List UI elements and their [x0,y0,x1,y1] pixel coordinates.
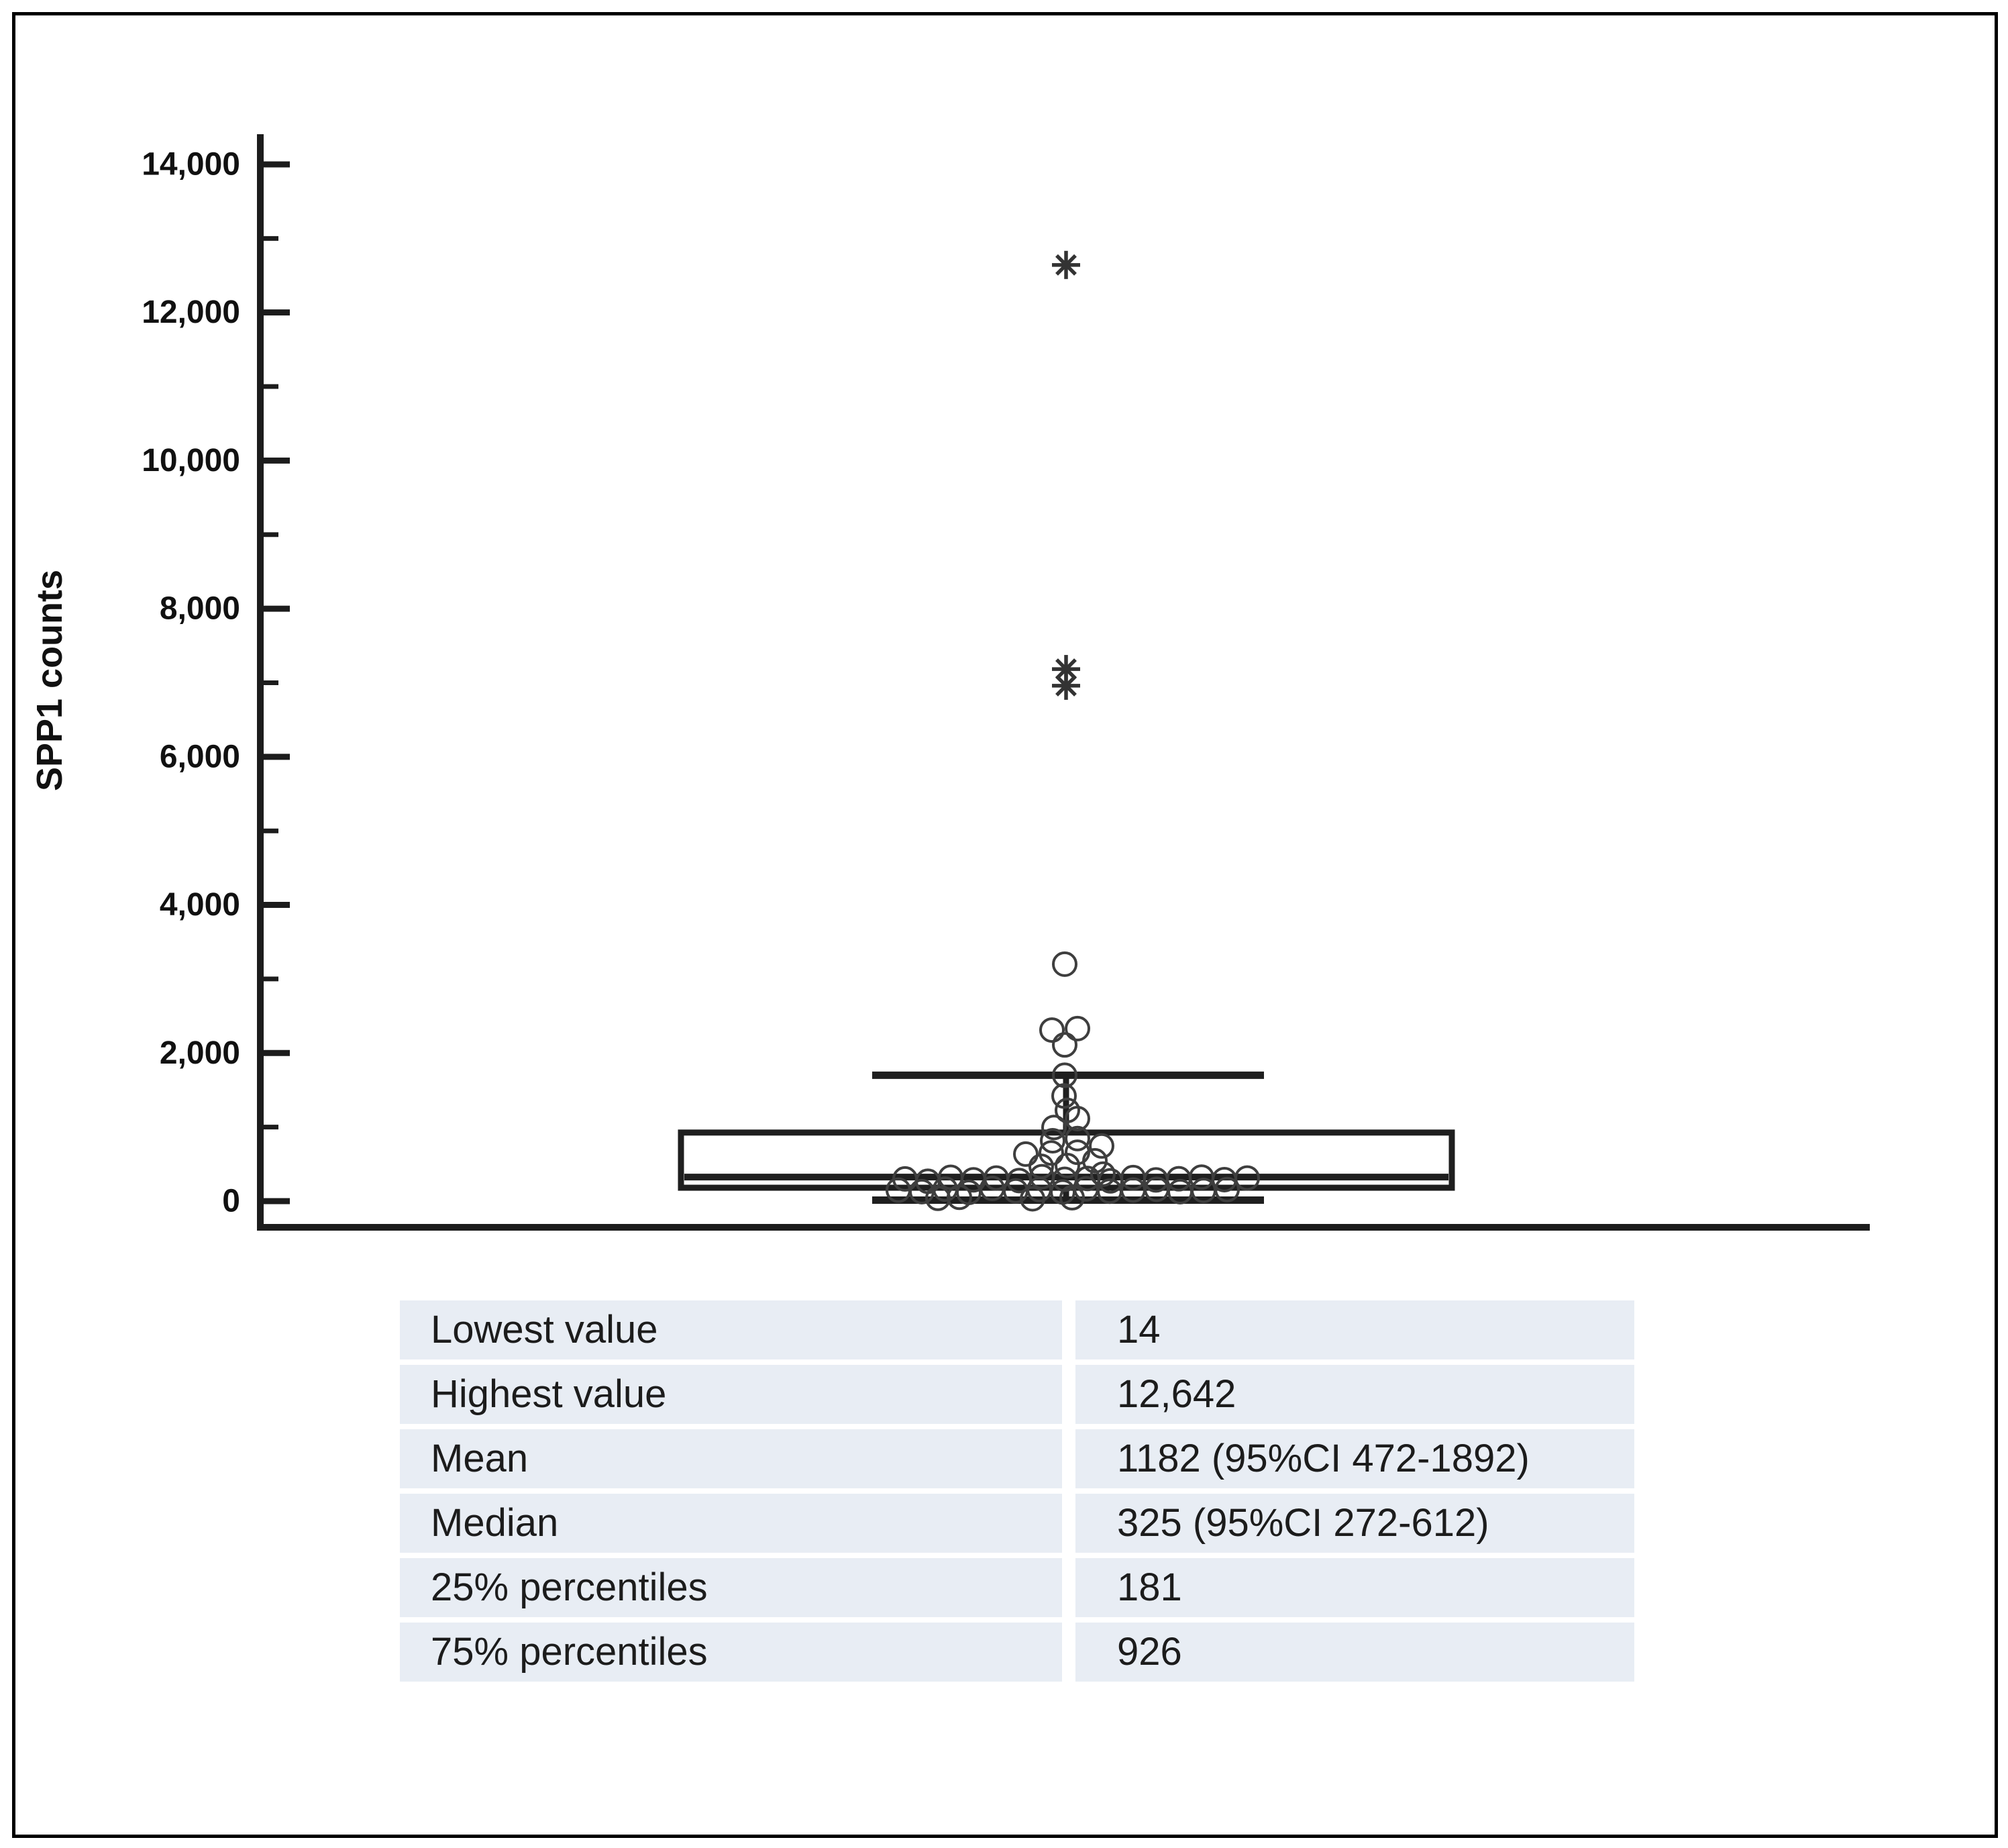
stats-value: 12,642 [1075,1365,1634,1424]
data-point-circle [1052,1062,1077,1088]
y-tick-label: 6,000 [160,739,240,774]
stats-table-row: Lowest value 14 [400,1300,1634,1359]
y-tick-label: 8,000 [160,591,240,627]
stats-table-row: Highest value 12,642 [400,1365,1634,1424]
stats-value: 1182 (95%CI 472-1892) [1075,1429,1634,1488]
y-tick-label: 12,000 [142,295,240,330]
stats-label: Highest value [400,1365,1062,1424]
data-point-circle [1065,1125,1090,1151]
outlier-asterisk [1052,671,1080,700]
stats-table: Lowest value 14 Highest value 12,642 Mean 118… [400,1300,1634,1682]
plot-area: 0 2,000 4,000 6,000 8,000 10,000 12,000 14,000 [142,134,1870,1231]
data-point-circle [1052,951,1077,977]
asterisk-stroke [1055,658,1077,680]
data-point-circle [1082,1147,1108,1174]
stats-table-row: 25% percentiles 181 [400,1558,1634,1617]
data-point-circle [1052,1032,1077,1058]
data-point-circle [1214,1176,1240,1202]
y-tick-label: 14,000 [142,146,240,182]
outlier-asterisk [1052,655,1080,684]
data-point-circle [1065,1015,1090,1041]
stats-label: 25% percentiles [400,1558,1062,1617]
stats-value: 181 [1075,1558,1634,1617]
y-tick-label: 2,000 [160,1035,240,1071]
stats-value: 325 (95%CI 272-612) [1075,1494,1634,1553]
stats-value: 926 [1075,1623,1634,1682]
data-point-circle [1051,1083,1077,1109]
y-tick-label: 4,000 [160,887,240,923]
y-axis-title: SPP1 counts [30,570,70,791]
data-point-circle [1055,1153,1080,1179]
data-point-circle [1013,1141,1039,1167]
stats-table-row: 75% percentiles 926 [400,1623,1634,1682]
data-point-circle [1040,1128,1065,1154]
stats-value: 14 [1075,1300,1634,1359]
outlier-asterisk [1052,250,1080,279]
asterisk-stroke [1055,254,1077,276]
y-tick-label: 0 [222,1184,240,1219]
data-point-circle [1041,1115,1067,1141]
stats-label: Lowest value [400,1300,1062,1359]
stats-label: Mean [400,1429,1062,1488]
data-point-circle [1089,1133,1114,1159]
data-point-circle [1039,1017,1065,1043]
data-point-circle [947,1184,972,1211]
stats-label: Median [400,1494,1062,1553]
y-tick-label: 10,000 [142,443,240,478]
data-point-circle [1059,1184,1085,1211]
data-point-circle [1020,1186,1045,1212]
stats-table-row: Mean 1182 (95%CI 472-1892) [400,1429,1634,1488]
stats-table-row: Median 325 (95%CI 272-612) [400,1494,1634,1553]
asterisk-stroke [1055,674,1077,697]
data-point-circle [1234,1165,1260,1191]
stats-label: 75% percentiles [400,1623,1062,1682]
data-point-circle [1065,1105,1090,1131]
data-point-circle [1090,1161,1116,1187]
